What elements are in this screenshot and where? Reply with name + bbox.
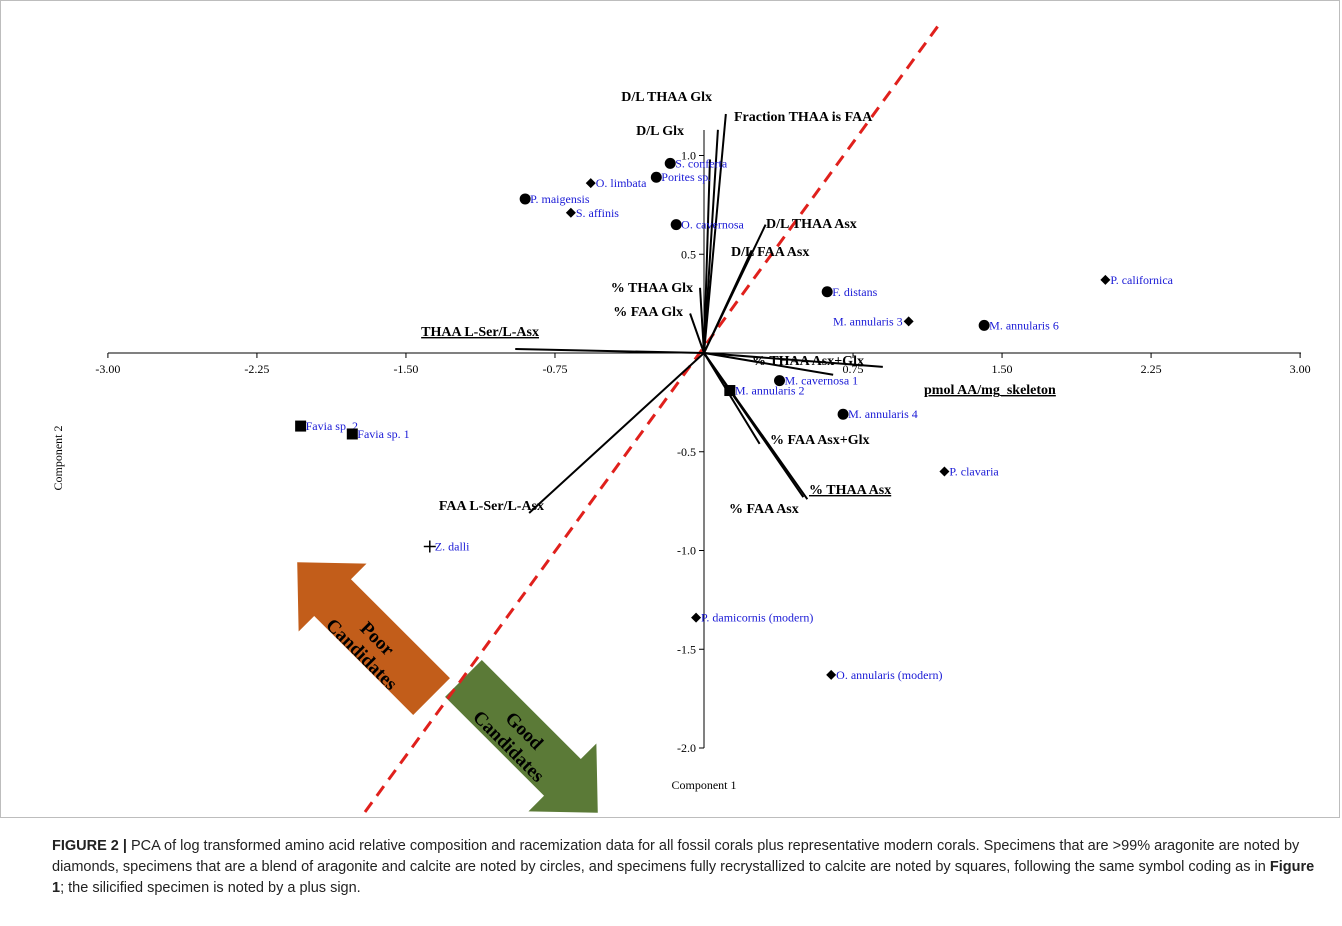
candidate-arrows: Poor Candidates Good Candidates bbox=[297, 562, 598, 813]
loading-vector-fraction-thaa-is-faa bbox=[703, 113, 727, 354]
loading-vector-thaa-l-ser-l-asx bbox=[515, 348, 705, 354]
vector-label-thaa-l-ser-l-asx: THAA L-Ser/L-Asx bbox=[421, 325, 539, 340]
point-marker-z-dalli bbox=[423, 540, 436, 553]
vector-label-fraction-thaa-is-faa: Fraction THAA is FAA bbox=[734, 110, 873, 125]
vector-label-faa-asx: % FAA Asx bbox=[729, 502, 799, 517]
point-marker-p-californica bbox=[1100, 274, 1111, 285]
x-tick-label: -2.25 bbox=[244, 362, 269, 376]
loading-vector-faa-glx bbox=[689, 313, 705, 354]
caption-label: FIGURE 2 | bbox=[52, 838, 127, 854]
point-label-m-annularis-6: M. annularis 6 bbox=[989, 318, 1059, 332]
y-axis-title: Component 2 bbox=[51, 426, 65, 491]
y-tick-label: 1.0 bbox=[681, 149, 696, 163]
point-label-m-annularis-4: M. annularis 4 bbox=[848, 407, 918, 421]
vector-label-thaa-asx: % THAA Asx bbox=[809, 483, 891, 498]
point-label-s-conferta: S. conferta bbox=[675, 156, 728, 170]
point-marker-m-annularis-2 bbox=[724, 385, 736, 397]
point-marker-m-annularis-6 bbox=[978, 319, 990, 331]
point-marker-p-damicornis-modern bbox=[691, 612, 702, 623]
vector-label-d-l-thaa-glx: D/L THAA Glx bbox=[621, 90, 712, 105]
point-marker-o-limbata bbox=[585, 178, 596, 189]
x-tick-label: -0.75 bbox=[542, 362, 567, 376]
point-marker-p-maigensis bbox=[519, 193, 531, 205]
point-label-porites-sp: Porites sp. bbox=[661, 170, 711, 184]
vector-label-thaa-asx-glx: % THAA Asx+Glx bbox=[752, 354, 864, 369]
point-marker-favia-sp-2 bbox=[295, 420, 307, 432]
vector-label-pmol-aa-mg-skeleton: pmol AA/mg_skeleton bbox=[924, 383, 1056, 398]
caption-text-after: ; the silicified specimen is noted by a … bbox=[60, 880, 361, 896]
vector-label-faa-glx: % FAA Glx bbox=[613, 305, 683, 320]
x-axis-title: Component 1 bbox=[672, 778, 737, 792]
y-tick-label: -0.5 bbox=[677, 445, 696, 459]
point-marker-porites-sp bbox=[650, 171, 662, 183]
point-marker-s-conferta bbox=[664, 157, 676, 169]
point-label-o-cavernosa: O. cavernosa bbox=[681, 218, 744, 232]
loading-vector-pmol-aa-mg-skeleton bbox=[703, 352, 834, 376]
point-label-m-annularis-3: M. annularis 3 bbox=[833, 314, 903, 328]
point-label-favia-sp-2: Favia sp. 2 bbox=[306, 419, 358, 433]
point-marker-m-cavernosa-1 bbox=[774, 375, 786, 387]
divider-dashed-line bbox=[363, 25, 940, 813]
loading-vector-faa-l-ser-l-asx bbox=[528, 352, 705, 514]
point-marker-s-affinis bbox=[565, 207, 576, 218]
point-label-p-damicornis-modern: P. damicornis (modern) bbox=[701, 611, 813, 625]
point-label-p-clavaria: P. clavaria bbox=[949, 465, 999, 479]
vector-label-thaa-glx: % THAA Glx bbox=[611, 281, 693, 296]
caption-text-before: PCA of log transformed amino acid relati… bbox=[52, 838, 1300, 875]
point-label-m-annularis-2: M. annularis 2 bbox=[735, 384, 805, 398]
caption-figure-ref[interactable]: Figure 1 bbox=[52, 859, 1315, 896]
x-tick-label: 1.50 bbox=[992, 362, 1013, 376]
loading-vector-d-l-thaa-glx bbox=[703, 129, 719, 354]
y-tick-label: -1.5 bbox=[677, 642, 696, 656]
x-tick-label: 3.00 bbox=[1290, 362, 1311, 376]
loading-vector-thaa-glx bbox=[699, 287, 705, 354]
vector-label-d-l-glx: D/L Glx bbox=[636, 124, 684, 139]
loading-vector-d-l-glx bbox=[703, 159, 711, 354]
figure-caption: FIGURE 2 | PCA of log transformed amino … bbox=[52, 836, 1322, 899]
point-label-o-annularis-modern: O. annularis (modern) bbox=[836, 668, 942, 682]
point-label-m-cavernosa-1: M. cavernosa 1 bbox=[785, 374, 859, 388]
point-marker-m-annularis-4 bbox=[837, 408, 849, 420]
point-label-z-dalli: Z. dalli bbox=[435, 540, 470, 554]
pca-biplot: Poor Candidates Good Candidates -3.00 -2.… bbox=[51, 25, 1311, 813]
loading-vector-d-l-faa-asx bbox=[703, 249, 753, 354]
point-label-s-affinis: S. affinis bbox=[576, 206, 619, 220]
point-marker-o-annularis-modern bbox=[826, 669, 837, 680]
point-label-favia-sp-1: Favia sp. 1 bbox=[357, 427, 409, 441]
point-marker-favia-sp-1 bbox=[346, 428, 358, 440]
vector-label-faa-l-ser-l-asx: FAA L-Ser/L-Asx bbox=[439, 499, 544, 514]
x-tick-label: -1.50 bbox=[393, 362, 418, 376]
point-label-o-limbata: O. limbata bbox=[596, 176, 647, 190]
point-label-p-californica: P. californica bbox=[1110, 273, 1173, 287]
point-marker-p-clavaria bbox=[939, 466, 950, 477]
point-marker-o-cavernosa bbox=[670, 219, 682, 231]
poor-candidates-arrow bbox=[297, 562, 450, 715]
point-marker-m-annularis-3 bbox=[903, 316, 914, 327]
vector-label-d-l-thaa-asx: D/L THAA Asx bbox=[766, 217, 857, 232]
x-tick-label: -3.00 bbox=[95, 362, 120, 376]
y-tick-label: -2.0 bbox=[677, 741, 696, 755]
good-candidates-arrow bbox=[445, 660, 598, 813]
loading-vector-thaa-asx-glx bbox=[703, 352, 883, 368]
point-marker-f-distans bbox=[821, 286, 833, 298]
x-tick-label: 2.25 bbox=[1141, 362, 1162, 376]
point-label-f-distans: F. distans bbox=[832, 285, 877, 299]
vector-label-faa-asx-glx: % FAA Asx+Glx bbox=[770, 433, 870, 448]
point-label-p-maigensis: P. maigensis bbox=[530, 192, 590, 206]
loading-vector-faa-asx bbox=[703, 352, 805, 498]
y-tick-label: 0.5 bbox=[681, 247, 696, 261]
figure-frame bbox=[0, 0, 1340, 818]
y-tick-label: -1.0 bbox=[677, 544, 696, 558]
vector-label-d-l-faa-asx: D/L FAA Asx bbox=[731, 245, 809, 260]
